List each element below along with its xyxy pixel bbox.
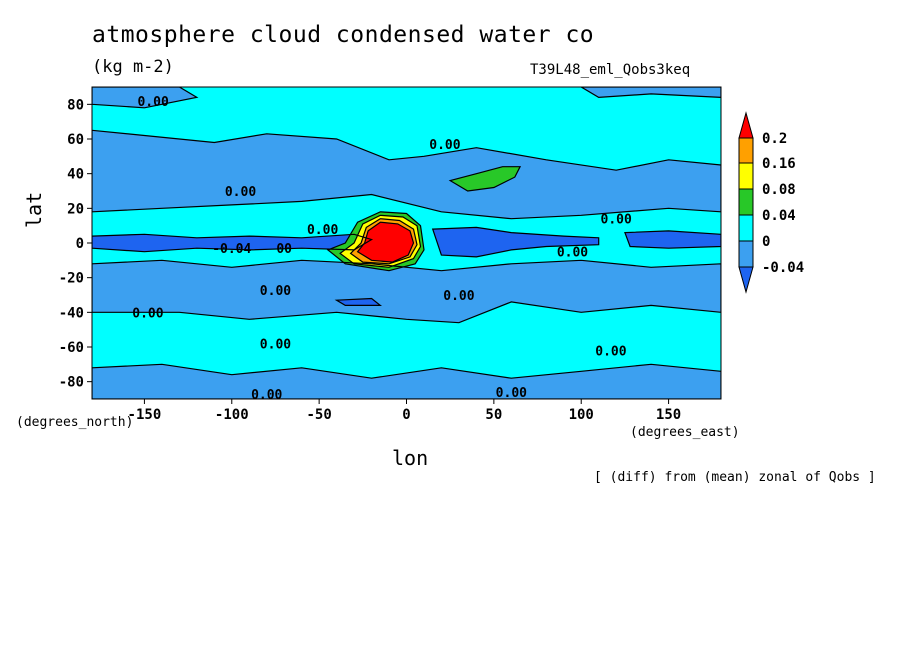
contour-region-4 <box>581 87 721 98</box>
colorbar-segment <box>738 240 754 268</box>
contour-region-7 <box>624 230 721 249</box>
contour-region-6 <box>432 227 599 257</box>
colorbar-segment <box>738 214 754 242</box>
y-tick-label: 0 <box>76 236 84 252</box>
x-tick-label: 0 <box>402 407 410 423</box>
contour-line-3 <box>92 363 721 399</box>
contour-labels: 0.00 0.00 0.00 -0.04 00 0.00 0.00 0.00 0.00 0.00 0… <box>132 95 632 403</box>
x-axis-units: (degrees_east) <box>630 425 740 440</box>
x-axis-label: lon <box>392 446 429 470</box>
y-axis-units: (degrees_north) <box>16 415 134 430</box>
contour-region-2 <box>92 260 721 323</box>
x-tick-label: 50 <box>485 407 502 423</box>
y-tick-label: -40 <box>59 305 84 321</box>
contour-label: 0.00 <box>557 246 588 261</box>
y-tick-label: 20 <box>67 201 84 217</box>
contour-line-11 <box>339 214 422 268</box>
colorbar-label: 0 <box>762 234 770 250</box>
contour-label: 0.00 <box>132 306 163 321</box>
contour-lines <box>92 87 721 399</box>
contour-line-6 <box>431 226 600 258</box>
colorbar-label: 0.04 <box>762 208 796 224</box>
x-tick-label: 100 <box>569 407 594 423</box>
contour-field <box>92 87 721 399</box>
chart-units-label: (kg m-2) <box>92 57 174 77</box>
y-tick-label: -60 <box>59 340 84 356</box>
colorbar-segment <box>738 137 754 164</box>
contour-label: 0.00 <box>260 338 291 353</box>
contour-line-4 <box>580 87 721 99</box>
colorbar-segment <box>738 162 754 190</box>
contour-label: 0.00 <box>307 223 338 238</box>
chart-title: atmosphere cloud condensed water co <box>92 22 595 48</box>
y-tick-label: -80 <box>59 375 84 391</box>
contour-label: -0.04 <box>212 242 251 257</box>
contour-region-1 <box>92 130 721 219</box>
contour-label: 0.00 <box>601 213 632 228</box>
colorbar-label: 0.08 <box>762 182 796 198</box>
y-tick-label: 80 <box>67 97 84 113</box>
contour-line-13 <box>356 221 415 263</box>
contour-line-1 <box>92 129 721 220</box>
contour-label: 0.00 <box>429 138 460 153</box>
y-tick-label: -20 <box>59 271 84 287</box>
contour-line-12 <box>349 218 418 265</box>
contour-line-9 <box>448 166 522 192</box>
y-tick-label: 40 <box>67 167 84 183</box>
contour-region-5 <box>92 234 372 252</box>
contour-label: 0.00 <box>260 284 291 299</box>
contour-label: 00 <box>276 242 292 257</box>
colorbar-segment <box>738 111 754 139</box>
contour-region-9 <box>450 166 521 191</box>
x-tick-label: -100 <box>215 407 249 423</box>
x-tick-label: -150 <box>128 407 162 423</box>
colorbar-label: -0.04 <box>762 260 804 276</box>
colorbar-label: 0.2 <box>762 131 787 147</box>
run-label: T39L48_eml_Qobs3keq <box>530 62 691 78</box>
contour-label: 0.00 <box>225 185 256 200</box>
contour-line-10 <box>326 211 425 272</box>
colorbar-segment <box>738 188 754 216</box>
colorbar-segment <box>738 266 754 294</box>
contour-label: 0.00 <box>496 386 527 401</box>
contour-line-7 <box>624 230 721 249</box>
contour-label: 0.00 <box>595 344 626 359</box>
contour-label: 0.00 <box>137 95 168 110</box>
contour-label: 0.00 <box>443 289 474 304</box>
x-axis-ticks: -150 -100 -50 0 50 100 150 <box>128 399 681 423</box>
x-tick-label: -50 <box>306 407 331 423</box>
y-tick-label: 60 <box>67 132 84 148</box>
contour-region-0 <box>92 87 197 108</box>
contour-label: 0.00 <box>251 388 282 403</box>
contour-line-0 <box>92 87 199 109</box>
contour-region-3 <box>92 364 721 399</box>
colorbar: 0.2 0.16 0.08 0.04 0 -0.04 <box>738 111 804 294</box>
contour-line-2 <box>92 259 721 324</box>
colorbar-label: 0.16 <box>762 156 796 172</box>
x-tick-label: 150 <box>656 407 681 423</box>
contour-line-8 <box>334 297 383 306</box>
contour-region-13 <box>357 222 414 263</box>
chart-footnote: [ (diff) from (mean) zonal of Qobs ] <box>594 470 876 485</box>
y-axis-ticks: 80 60 40 20 0 -20 -40 -60 -80 <box>59 97 92 391</box>
